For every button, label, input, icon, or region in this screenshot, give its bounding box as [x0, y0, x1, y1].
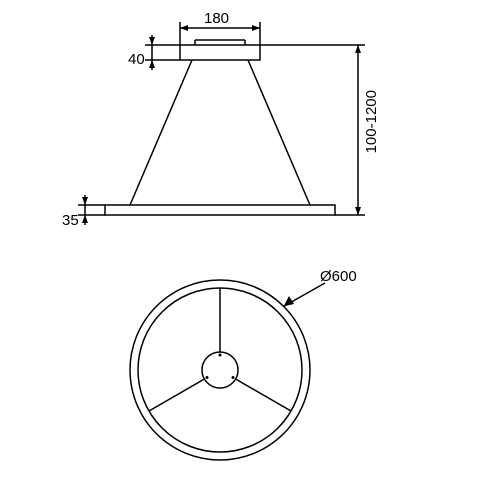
- technical-drawing: [0, 0, 500, 500]
- hub-circle: [202, 352, 238, 388]
- canopy-rect: [180, 45, 260, 60]
- ring-side: [105, 205, 335, 215]
- cable-right: [248, 60, 310, 205]
- dim-height-label: 100-1200: [363, 90, 380, 153]
- dim-180-label: 180: [204, 10, 229, 27]
- cable-left: [130, 60, 192, 205]
- spoke-3: [236, 379, 291, 411]
- dim-40-label: 40: [128, 51, 145, 68]
- spoke-2: [149, 379, 204, 411]
- dim-35-label: 35: [62, 212, 79, 229]
- dim-dia-label: Ø600: [320, 268, 357, 285]
